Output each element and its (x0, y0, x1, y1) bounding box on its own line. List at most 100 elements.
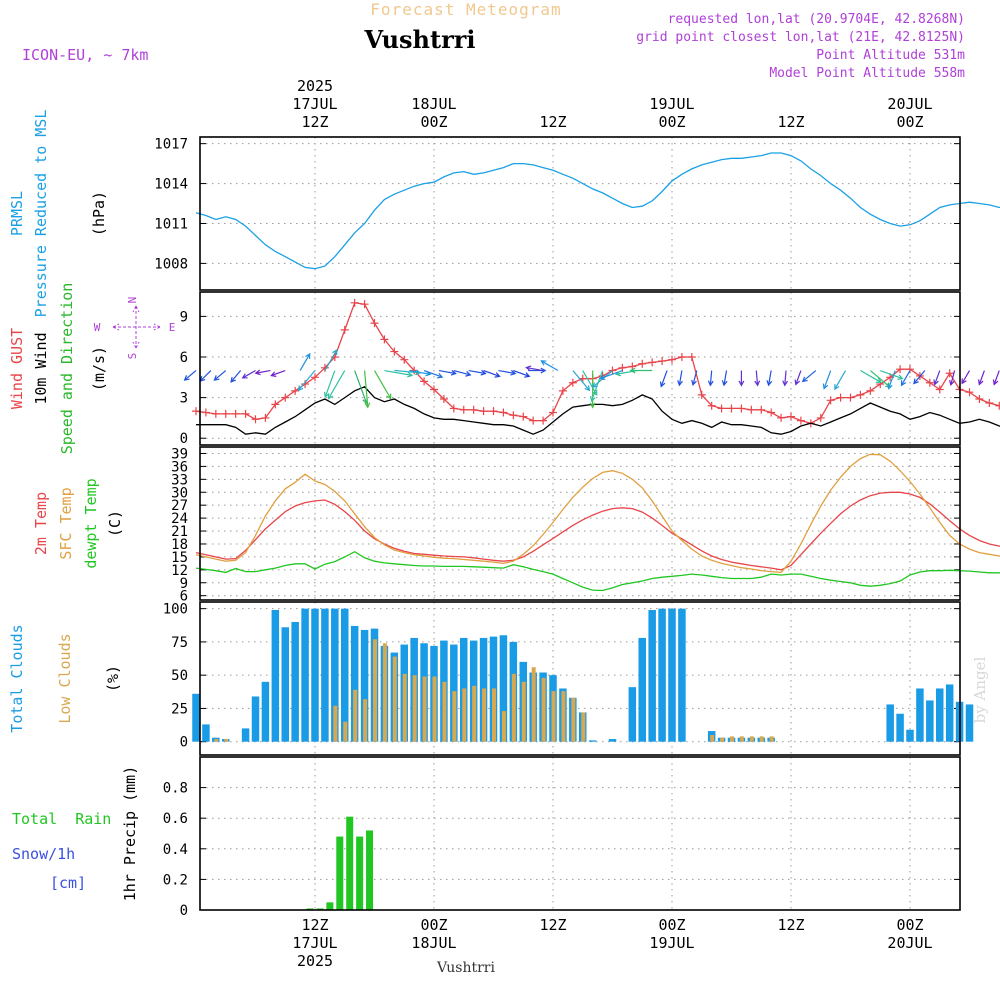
low-cloud-bar (382, 643, 387, 742)
panel-axis-label: Speed and Direction (58, 283, 76, 455)
wind-arrow-head (875, 377, 882, 383)
panel-axis-label: PRMSL (8, 191, 26, 236)
y-tick-label: 0.4 (163, 842, 188, 858)
bottom-time-label: 19JUL (649, 934, 694, 952)
wind-arrow (199, 370, 212, 382)
wind-arrow (438, 369, 456, 375)
low-cloud-bar (333, 705, 338, 742)
y-tick-label: 1011 (154, 216, 188, 232)
top-time-label: 17JUL (292, 95, 337, 113)
total-cloud-bar (321, 608, 329, 742)
series-line (195, 152, 1000, 270)
wind-arrow-head (933, 379, 939, 386)
wind-arrow (913, 370, 926, 384)
wind-arrow (409, 369, 431, 375)
gust-marker (549, 408, 557, 417)
panel-axis-label: Pressure Reduced to MSL (32, 110, 50, 318)
pressure-panel: 1008 1011 1014 1017 (154, 136, 1000, 291)
rain-bar (326, 902, 334, 910)
total-cloud-bar (608, 739, 617, 742)
wind-arrow (328, 370, 346, 399)
panel-axis-label: Low Clouds (56, 633, 74, 723)
bottom-time-label: 12Z (539, 916, 566, 934)
wind-arrow (823, 370, 832, 389)
wind-arrow-head (327, 393, 334, 400)
wind-arrow (230, 370, 242, 383)
gust-marker (360, 300, 369, 309)
bottom-location: Vushtrri (436, 960, 495, 976)
bottom-time-label: 12Z (777, 916, 804, 934)
low-cloud-bar (392, 656, 397, 742)
panel-axis-label: 2m Temp (32, 492, 50, 555)
top-time-label: 12Z (539, 113, 566, 131)
top-time-label: 00Z (658, 113, 685, 131)
low-cloud-bar (720, 737, 725, 742)
y-tick-label: 1017 (154, 137, 188, 153)
gust-marker (271, 400, 280, 409)
wind-arrow-head (305, 352, 311, 359)
clouds-panel: 0 25 50 75 100 (163, 601, 974, 756)
wind-arrow (214, 370, 227, 381)
series-line (195, 550, 1000, 592)
panel-axis-label: SFC Temp (57, 487, 75, 559)
wind-panel: 0 3 6 9 (180, 291, 1000, 447)
gust-marker (539, 416, 548, 425)
gust-marker (826, 396, 835, 405)
gust-marker (211, 409, 220, 418)
wind-arrow-head (992, 379, 999, 386)
gust-marker (380, 335, 389, 344)
low-cloud-bar (422, 676, 427, 742)
y-tick-label: 50 (171, 668, 188, 684)
wind-arrow-head (887, 383, 893, 390)
gust-marker (221, 409, 230, 418)
gust-marker (687, 352, 696, 361)
wind-arrow-head (589, 402, 596, 409)
gust-marker (796, 416, 805, 425)
low-cloud-bar (730, 736, 734, 742)
total-cloud-bar (350, 625, 359, 742)
wind-arrow-head (584, 385, 591, 392)
bottom-time-label: 18JUL (411, 934, 456, 952)
wind-arrow (616, 369, 638, 375)
low-cloud-bar (353, 689, 358, 742)
wind-arrow (795, 370, 802, 385)
wind-arrow-head (707, 380, 714, 387)
wind-arrow-head (977, 379, 984, 386)
y-tick-label: 0 (180, 735, 188, 751)
wind-arrow-head (540, 360, 547, 366)
total-cloud-bar (916, 688, 924, 742)
low-cloud-bar (581, 712, 586, 742)
wind-arrow (394, 369, 421, 374)
low-cloud-bar (571, 697, 576, 742)
y-tick-label: 1008 (154, 256, 188, 272)
gust-marker (767, 408, 776, 417)
total-cloud-bar (291, 621, 299, 742)
wind-arrow-head (897, 374, 904, 380)
wind-arrow-head (961, 378, 967, 385)
wind-arrow (978, 370, 985, 385)
model-altitude: Model Point Altitude 558m (769, 66, 965, 81)
gust-marker (509, 411, 518, 420)
gust-marker (479, 407, 488, 416)
gust-marker (489, 407, 498, 416)
total-cloud-bar (192, 693, 200, 742)
series-line (196, 386, 1000, 435)
total-cloud-bar (301, 608, 309, 742)
low-cloud-bar (541, 677, 546, 742)
wind-arrow-head (949, 379, 955, 387)
wind-arrow-head (525, 365, 532, 372)
top-time-label: 12Z (301, 113, 328, 131)
gust-marker (677, 352, 686, 361)
gust-marker (499, 408, 508, 417)
low-cloud-bar (472, 685, 477, 742)
wind-arrow (784, 370, 787, 386)
compass-arrows (112, 305, 161, 349)
top-time-label: 19JUL (649, 95, 694, 113)
low-cloud-bar (363, 699, 368, 742)
rain-bar (346, 816, 354, 910)
total-cloud-bar (271, 609, 280, 742)
wind-arrow (297, 370, 316, 391)
y-tick-label: 1014 (154, 177, 188, 193)
wind-arrow-head (450, 369, 457, 376)
